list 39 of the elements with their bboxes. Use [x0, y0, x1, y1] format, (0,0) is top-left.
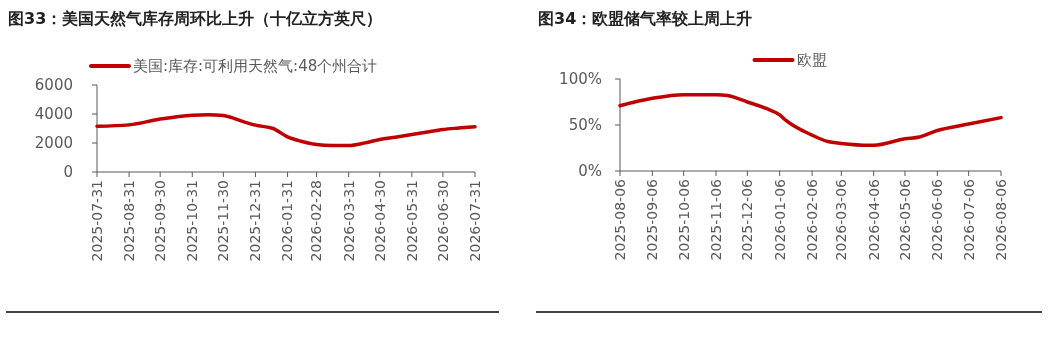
x-tick-label: 2025-09-30: [152, 180, 169, 262]
x-tick-label: 2026-06-30: [434, 180, 451, 262]
x-tick-label: 2025-10-31: [184, 180, 201, 262]
x-tick-label: 2026-01-31: [279, 180, 296, 262]
x-tick-label: 2025-12-06: [739, 178, 756, 261]
chart-title: 图34：欧盟储气率较上周上升: [538, 9, 753, 28]
x-tick-label: 2025-11-30: [215, 180, 232, 262]
x-tick-label: 2026-04-30: [371, 180, 388, 262]
x-tick-label: 2025-08-06: [611, 178, 628, 261]
x-tick-label: 2026-01-06: [771, 178, 788, 261]
x-tick-label: 2026-02-06: [803, 178, 820, 261]
y-tick-label: 100%: [559, 70, 602, 89]
x-tick-label: 2026-08-06: [992, 178, 1009, 261]
x-tick-label: 2026-05-06: [896, 178, 913, 261]
y-tick-label: 4000: [34, 105, 73, 124]
x-tick-label: 2025-12-31: [247, 180, 264, 262]
x-tick-label: 2026-02-28: [308, 180, 325, 262]
y-tick-label: 0: [63, 163, 73, 182]
chart-title: 图33：美国天然气库存周环比上升（十亿立方英尺）: [8, 9, 383, 28]
y-tick-label: 0%: [578, 162, 602, 181]
x-tick-label: 2025-08-31: [121, 180, 137, 262]
x-tick-label: 2026-06-06: [929, 178, 946, 261]
legend-label: 欧盟: [796, 51, 827, 70]
x-tick-label: 2026-05-31: [403, 180, 420, 262]
y-tick-label: 6000: [34, 76, 73, 95]
line-series: [95, 112, 477, 148]
x-tick-label: 2025-09-06: [644, 178, 661, 261]
x-tick-label: 2026-04-06: [865, 178, 882, 261]
x-tick-label: 2025-07-31: [88, 180, 105, 262]
x-tick-label: 2025-10-06: [675, 178, 692, 261]
legend-label: 美国:库存:可利用天然气:48个州合计: [133, 57, 378, 76]
x-tick-label: 2026-07-06: [960, 178, 977, 261]
line-series: [618, 92, 1003, 147]
x-tick-label: 2025-11-06: [707, 178, 724, 261]
x-tick-label: 2026-07-31: [466, 180, 483, 262]
y-tick-label: 50%: [568, 116, 602, 135]
x-tick-label: 2026-03-06: [833, 178, 850, 261]
y-tick-label: 2000: [34, 134, 73, 153]
x-tick-label: 2026-03-31: [340, 180, 357, 262]
